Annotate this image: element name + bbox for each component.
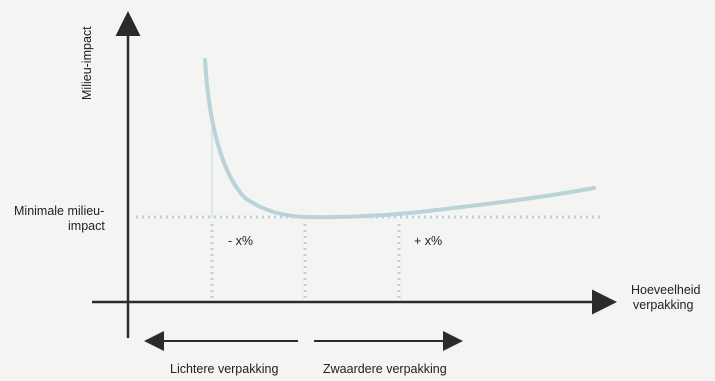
x-axis-label-line1: Hoeveelheid	[631, 283, 701, 297]
left-marker-label: - x%	[228, 234, 253, 248]
heavier-label: Zwaardere verpakking	[323, 362, 447, 376]
x-axis-label-line2: verpakking	[633, 298, 694, 312]
impact-curve	[203, 58, 596, 220]
right-marker-label: + x%	[414, 234, 443, 248]
min-label-line2: impact	[68, 219, 105, 233]
min-label-line1: Minimale milieu-	[14, 204, 105, 218]
lighter-label: Lichtere verpakking	[170, 362, 279, 376]
y-axis-label: Milieu-impact	[80, 26, 94, 100]
